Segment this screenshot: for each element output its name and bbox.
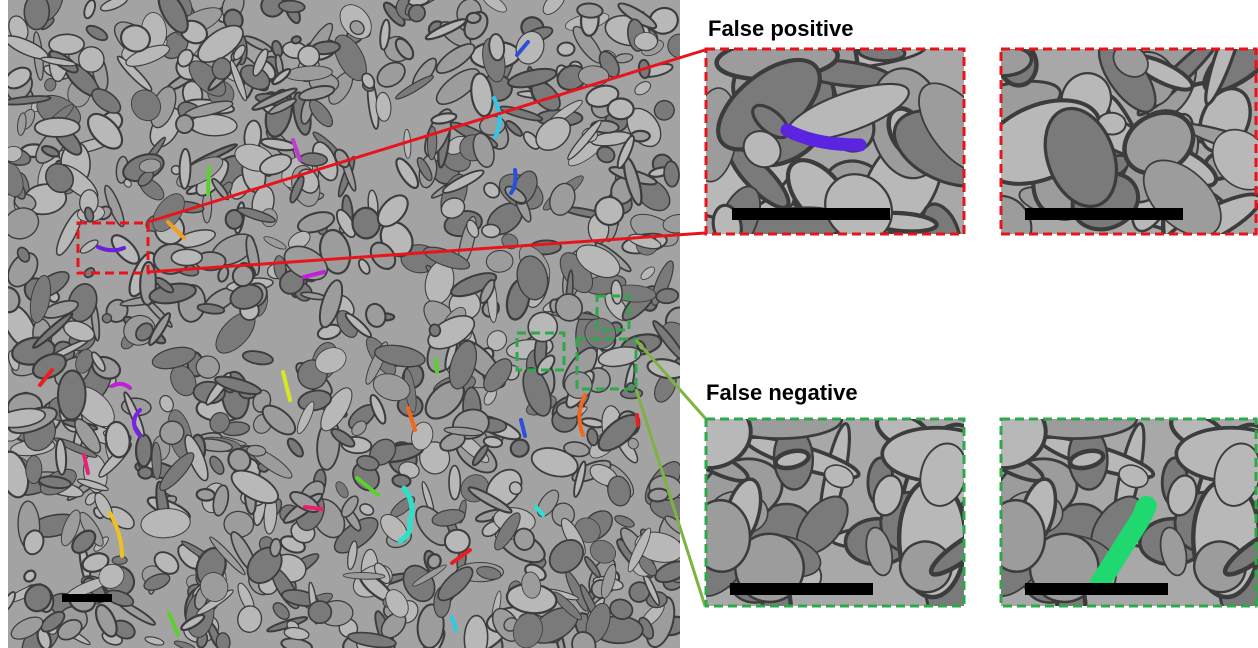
texture-cell (138, 466, 153, 479)
texture-cell (648, 488, 669, 503)
figure-art (0, 0, 1258, 648)
scale-bar (730, 583, 873, 595)
zoom-texture (673, 5, 1013, 263)
texture-cell (449, 465, 461, 499)
scale-bar (62, 594, 112, 602)
figure: False positive False negative (0, 0, 1258, 648)
texture-cell (136, 434, 152, 466)
texture-cell (445, 530, 470, 554)
texture-cell (577, 3, 603, 19)
texture-cell (179, 149, 191, 189)
texture-cell (634, 32, 657, 50)
texture-cell (481, 224, 500, 238)
scale-bar (1025, 583, 1168, 595)
texture-cell (112, 556, 127, 565)
panel-label: False negative (706, 380, 858, 406)
texture-cell (171, 249, 202, 265)
texture-cell (429, 324, 441, 337)
scale-bar (1025, 208, 1183, 220)
texture-cell (392, 474, 411, 488)
texture-cell (308, 600, 332, 623)
texture-cell (35, 118, 80, 138)
texture-cell (466, 12, 481, 23)
panel-label: False positive (708, 16, 854, 42)
texture-cell (557, 42, 575, 57)
texture-cell (351, 207, 380, 240)
texture-cell (291, 36, 301, 45)
texture-cell (608, 98, 634, 119)
texture-cell (196, 488, 215, 501)
texture-cell (427, 126, 437, 159)
texture-cell (57, 370, 86, 420)
scale-bar (732, 208, 890, 220)
texture-cell (299, 153, 327, 167)
